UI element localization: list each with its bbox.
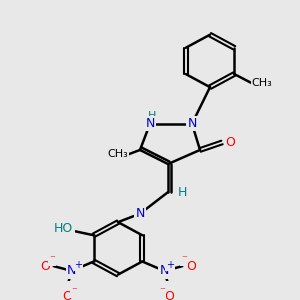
Text: ⁻: ⁻ <box>49 255 55 265</box>
Text: O: O <box>186 260 196 273</box>
Text: O: O <box>164 290 174 300</box>
Text: N: N <box>135 207 145 220</box>
Text: N: N <box>187 117 197 130</box>
Text: CH₃: CH₃ <box>108 149 128 159</box>
Text: O: O <box>40 260 50 273</box>
Text: N: N <box>67 264 76 278</box>
Text: H: H <box>148 111 156 121</box>
Text: HO: HO <box>54 222 74 235</box>
Text: N: N <box>145 117 155 130</box>
Text: O: O <box>62 290 72 300</box>
Text: ⁻: ⁻ <box>159 286 165 296</box>
Text: +: + <box>166 260 174 270</box>
Text: N: N <box>160 264 169 278</box>
Text: O: O <box>225 136 235 149</box>
Text: ⁻: ⁻ <box>181 255 187 265</box>
Text: +: + <box>74 260 82 270</box>
Text: ⁻: ⁻ <box>71 286 77 296</box>
Text: H: H <box>177 186 187 199</box>
Text: CH₃: CH₃ <box>252 78 273 88</box>
